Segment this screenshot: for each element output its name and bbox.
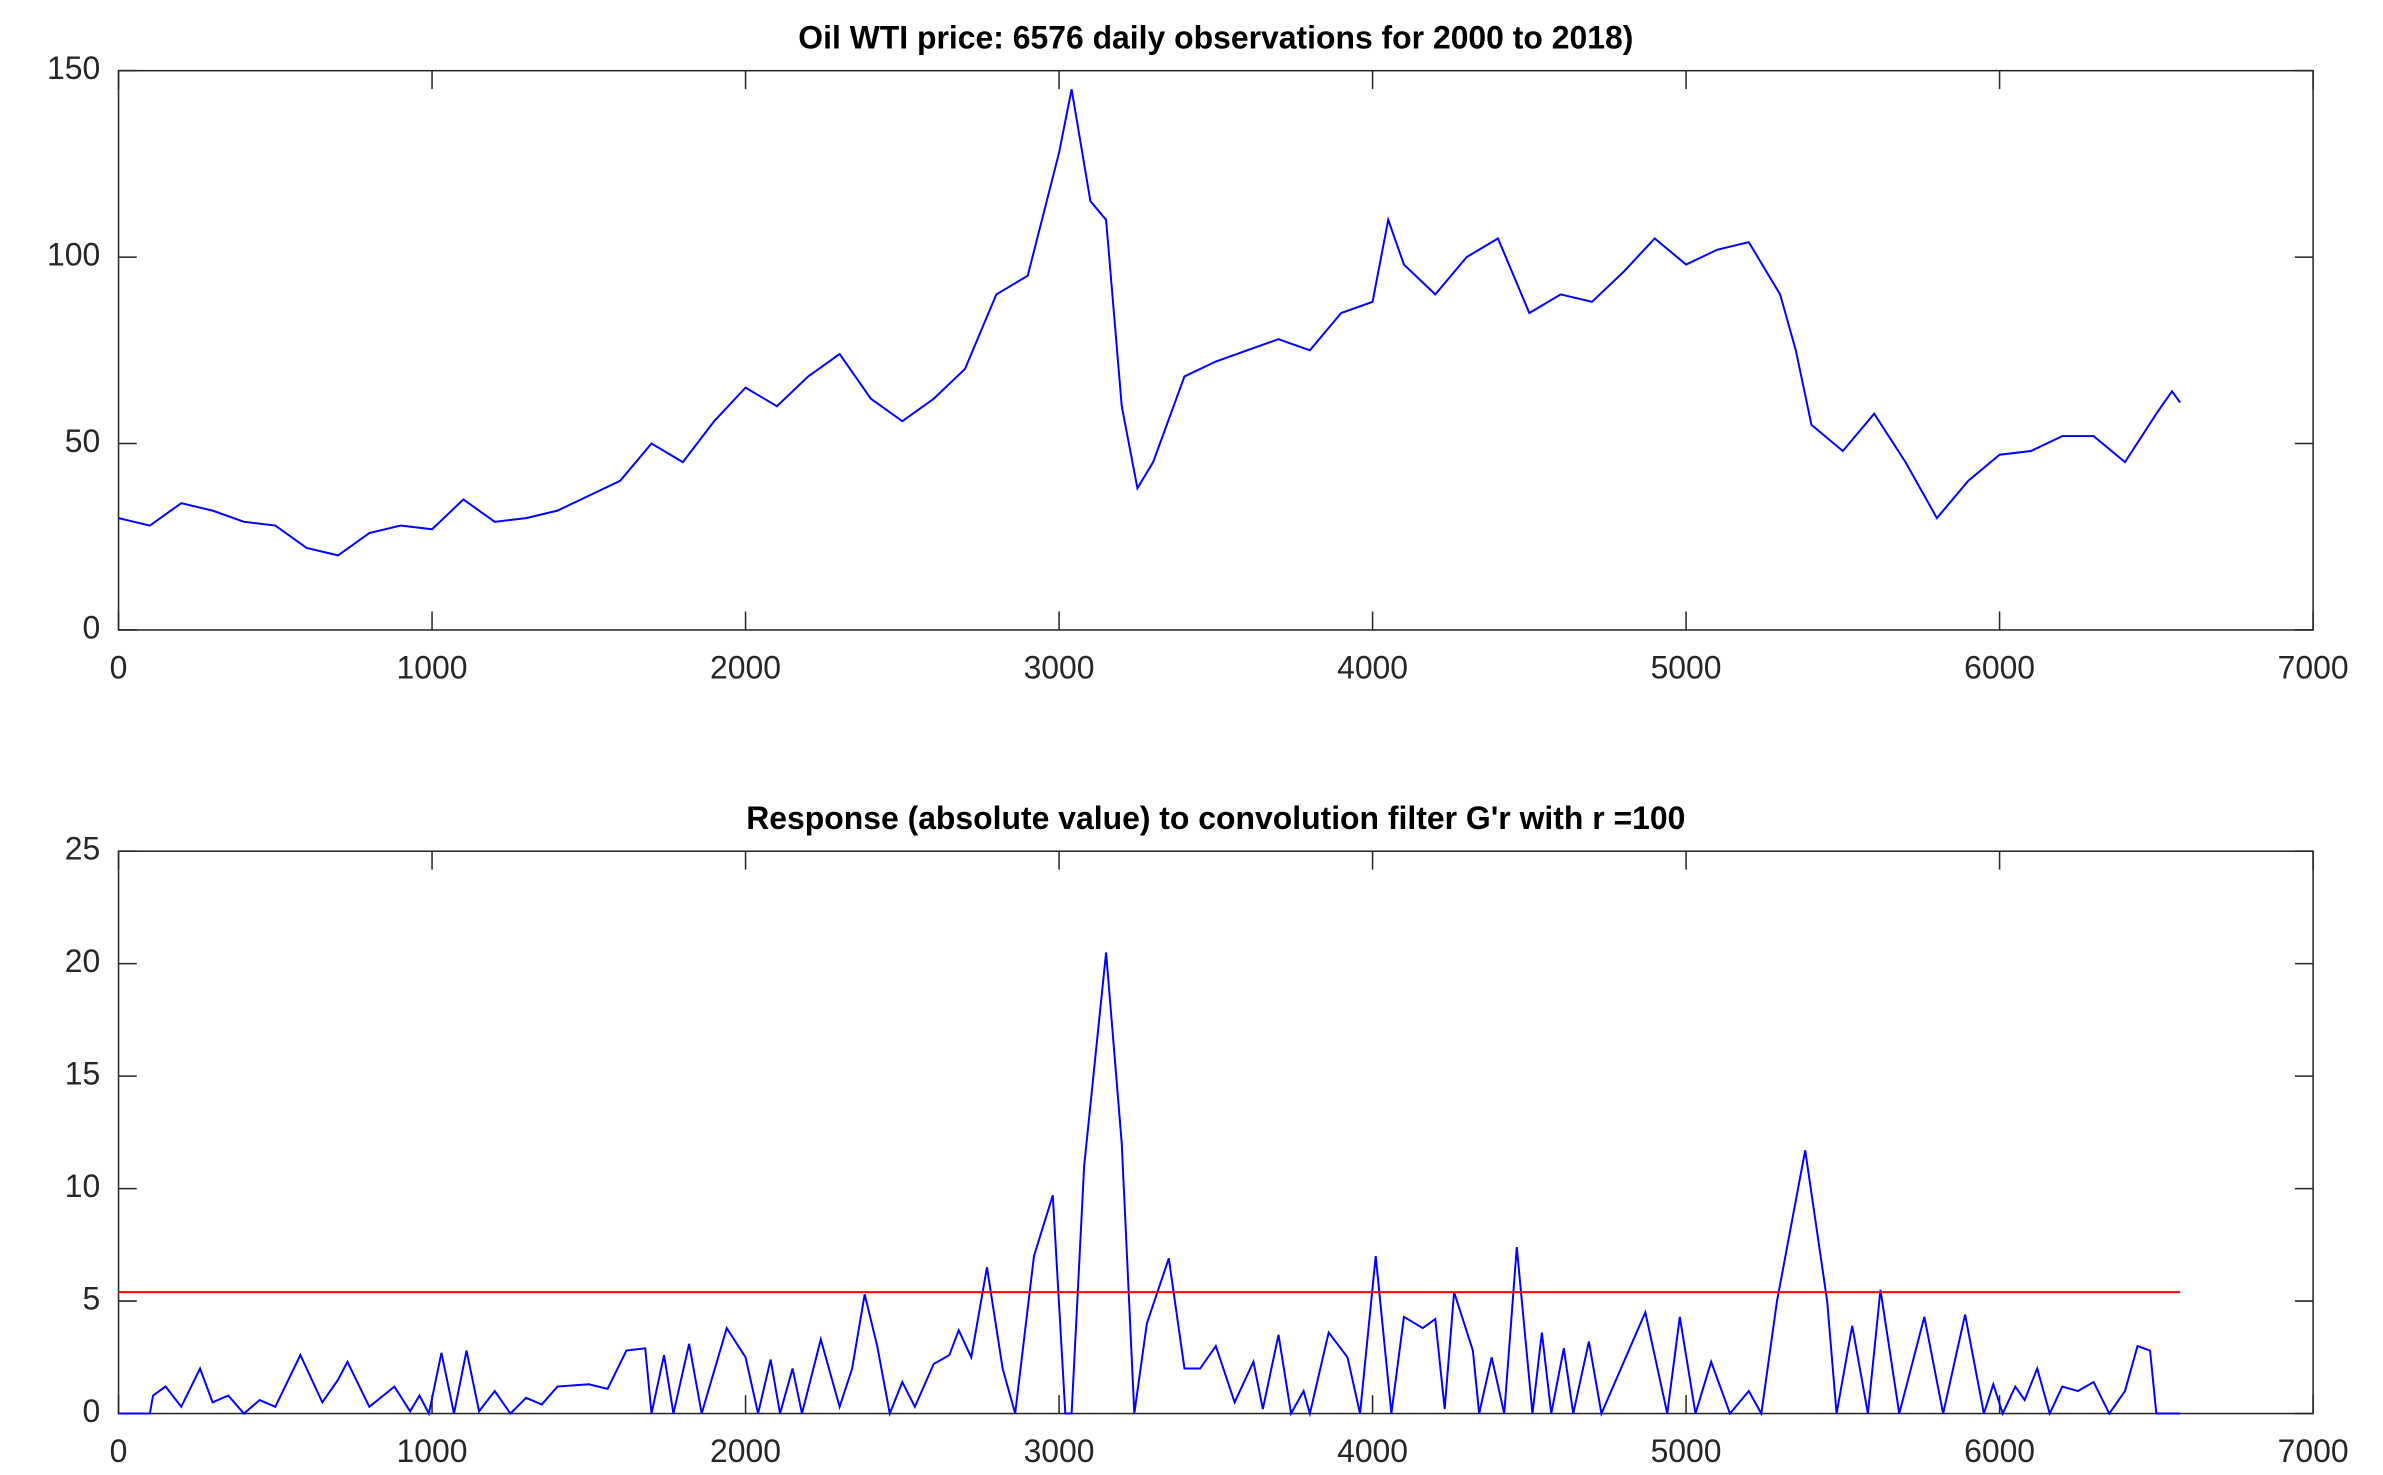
x-tick-label: 0 <box>110 1433 128 1469</box>
plot-area <box>117 850 2314 1415</box>
x-tick-label: 5000 <box>1651 1433 1722 1469</box>
data-line <box>118 952 2181 1418</box>
x-tick-label: 7000 <box>2278 649 2349 685</box>
y-tick-label: 15 <box>65 1056 100 1092</box>
x-tick-label: 0 <box>110 649 128 685</box>
x-tick-label: 1000 <box>397 1433 468 1469</box>
y-tick-label: 10 <box>65 1168 100 1204</box>
x-tick-label: 6000 <box>1964 649 2035 685</box>
data-line <box>118 89 2181 557</box>
x-tick-label: 7000 <box>2278 1433 2349 1469</box>
x-tick-label: 6000 <box>1964 1433 2035 1469</box>
y-tick-label: 50 <box>65 423 100 459</box>
y-tick-label: 100 <box>47 236 100 272</box>
y-tick-label: 0 <box>83 609 101 645</box>
chart-title: Response (absolute value) to convolution… <box>746 800 1685 836</box>
x-tick-label: 1000 <box>397 649 468 685</box>
chart-title: Oil WTI price: 6576 daily observations f… <box>798 19 1633 55</box>
x-tick-label: 3000 <box>1024 649 1095 685</box>
x-tick-label: 3000 <box>1024 1433 1095 1469</box>
y-tick-label: 5 <box>83 1280 101 1316</box>
x-tick-label: 4000 <box>1337 649 1408 685</box>
x-tick-label: 5000 <box>1651 649 1722 685</box>
plot-area <box>117 69 2314 631</box>
y-tick-label: 0 <box>83 1393 101 1429</box>
y-tick-label: 150 <box>47 50 100 86</box>
x-tick-label: 2000 <box>710 649 781 685</box>
y-tick-label: 20 <box>65 943 100 979</box>
x-tick-label: 2000 <box>710 1433 781 1469</box>
x-tick-label: 4000 <box>1337 1433 1408 1469</box>
y-tick-label: 25 <box>65 831 100 867</box>
